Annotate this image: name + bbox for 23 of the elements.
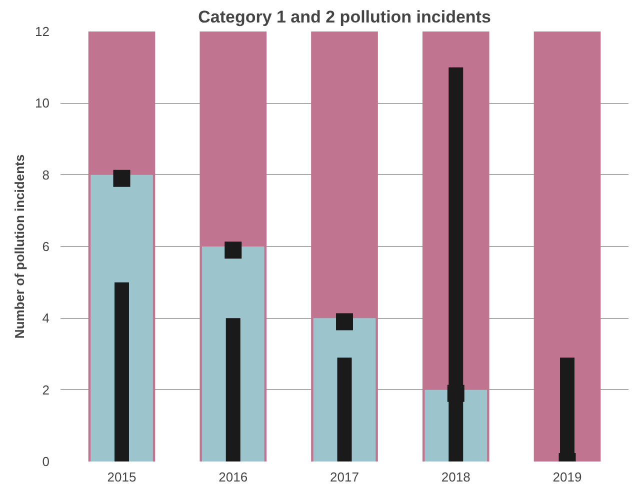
chart-title: Category 1 and 2 pollution incidents bbox=[198, 8, 491, 26]
x-tick-label: 2016 bbox=[218, 470, 248, 484]
bar bbox=[337, 358, 352, 462]
bar bbox=[534, 32, 601, 462]
y-tick-label: 4 bbox=[42, 310, 50, 326]
bar bbox=[114, 282, 129, 462]
y-tick-label: 6 bbox=[42, 239, 50, 254]
bar bbox=[448, 67, 464, 462]
y-tick-label: 8 bbox=[42, 167, 50, 182]
y-axis-title: Number of pollution incidents bbox=[12, 154, 28, 339]
y-tick-label: 10 bbox=[35, 96, 50, 111]
point bbox=[336, 313, 353, 330]
y-tick-label: 0 bbox=[42, 454, 50, 469]
bar bbox=[226, 318, 240, 462]
point bbox=[447, 384, 464, 402]
y-tick-label: 2 bbox=[42, 382, 50, 398]
point bbox=[224, 242, 242, 259]
x-tick-label: 2019 bbox=[552, 470, 582, 484]
point bbox=[113, 170, 130, 187]
x-tick-label: 2015 bbox=[107, 470, 136, 484]
x-tick-label: 2018 bbox=[441, 470, 470, 484]
y-tick-label: 12 bbox=[35, 24, 50, 39]
x-tick-label: 2017 bbox=[330, 470, 359, 484]
